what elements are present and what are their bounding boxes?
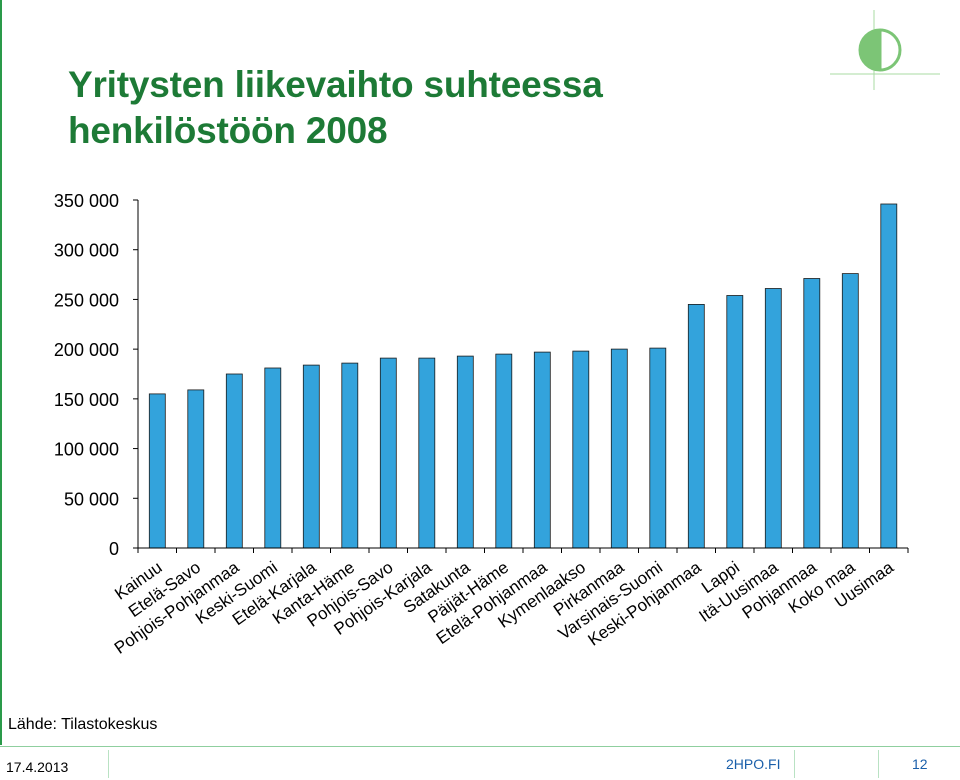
y-tick-label: 0 — [109, 539, 119, 559]
bar-keski-pohjanmaa — [688, 304, 704, 548]
y-tick-label: 200 000 — [54, 340, 119, 360]
bar-pohjois-savo — [380, 358, 396, 548]
footer-separator — [878, 750, 879, 778]
footer-date: 17.4.2013 — [6, 759, 68, 775]
bar-päijät-häme — [496, 354, 512, 548]
bar-etelä-savo — [188, 390, 204, 548]
bar-keski-suomi — [265, 368, 281, 548]
footer-separator — [794, 750, 795, 778]
bar-pohjois-pohjanmaa — [226, 374, 242, 548]
company-logo — [826, 10, 946, 90]
bar-satakunta — [457, 356, 473, 548]
bars-layer — [149, 204, 897, 548]
y-tick-labels: 0 50 000 100 000 150 000 200 000 250 000 300 0… — [54, 191, 119, 559]
bar-lappi — [727, 296, 743, 549]
source-note: Lähde: Tilastokeskus — [8, 716, 157, 734]
y-tick-label: 100 000 — [54, 440, 119, 460]
bar-pohjanmaa — [804, 279, 820, 549]
bar-pirkanmaa — [611, 349, 627, 548]
bar-kymenlaakso — [573, 351, 589, 548]
page-number: 12 — [912, 756, 928, 772]
y-tick-label: 300 000 — [54, 241, 119, 261]
footer-separator — [108, 750, 109, 778]
bar-kainuu — [149, 394, 165, 548]
axes-layer — [133, 200, 908, 553]
bar-etelä-pohjanmaa — [534, 352, 550, 548]
y-tick-label: 350 000 — [54, 191, 119, 211]
title-line-2: henkilöstöön 2008 — [68, 110, 387, 151]
title-line-1: Yritysten liikevaihto suhteessa — [68, 64, 603, 105]
y-tick-label: 150 000 — [54, 390, 119, 410]
bar-koko-maa — [842, 274, 858, 548]
bar-pohjois-karjala — [419, 358, 435, 548]
footer-site-link[interactable]: 2HPO.FI — [726, 756, 780, 772]
bar-chart: 0 50 000 100 000 150 000 200 000 250 000 300 0… — [0, 180, 960, 710]
bar-itä-uusimaa — [765, 289, 781, 549]
y-tick-label: 250 000 — [54, 290, 119, 310]
bar-uusimaa — [881, 204, 897, 548]
bar-kanta-häme — [342, 363, 358, 548]
footer-divider — [0, 746, 960, 747]
x-tick-labels: KainuuEtelä-SavoPohjois-PohjanmaaKeski-S… — [111, 557, 898, 657]
bar-varsinais-suomi — [650, 348, 666, 548]
bar-etelä-karjala — [303, 365, 319, 548]
slide-title: Yritysten liikevaihto suhteessa henkilös… — [68, 62, 603, 154]
y-tick-label: 50 000 — [64, 489, 119, 509]
